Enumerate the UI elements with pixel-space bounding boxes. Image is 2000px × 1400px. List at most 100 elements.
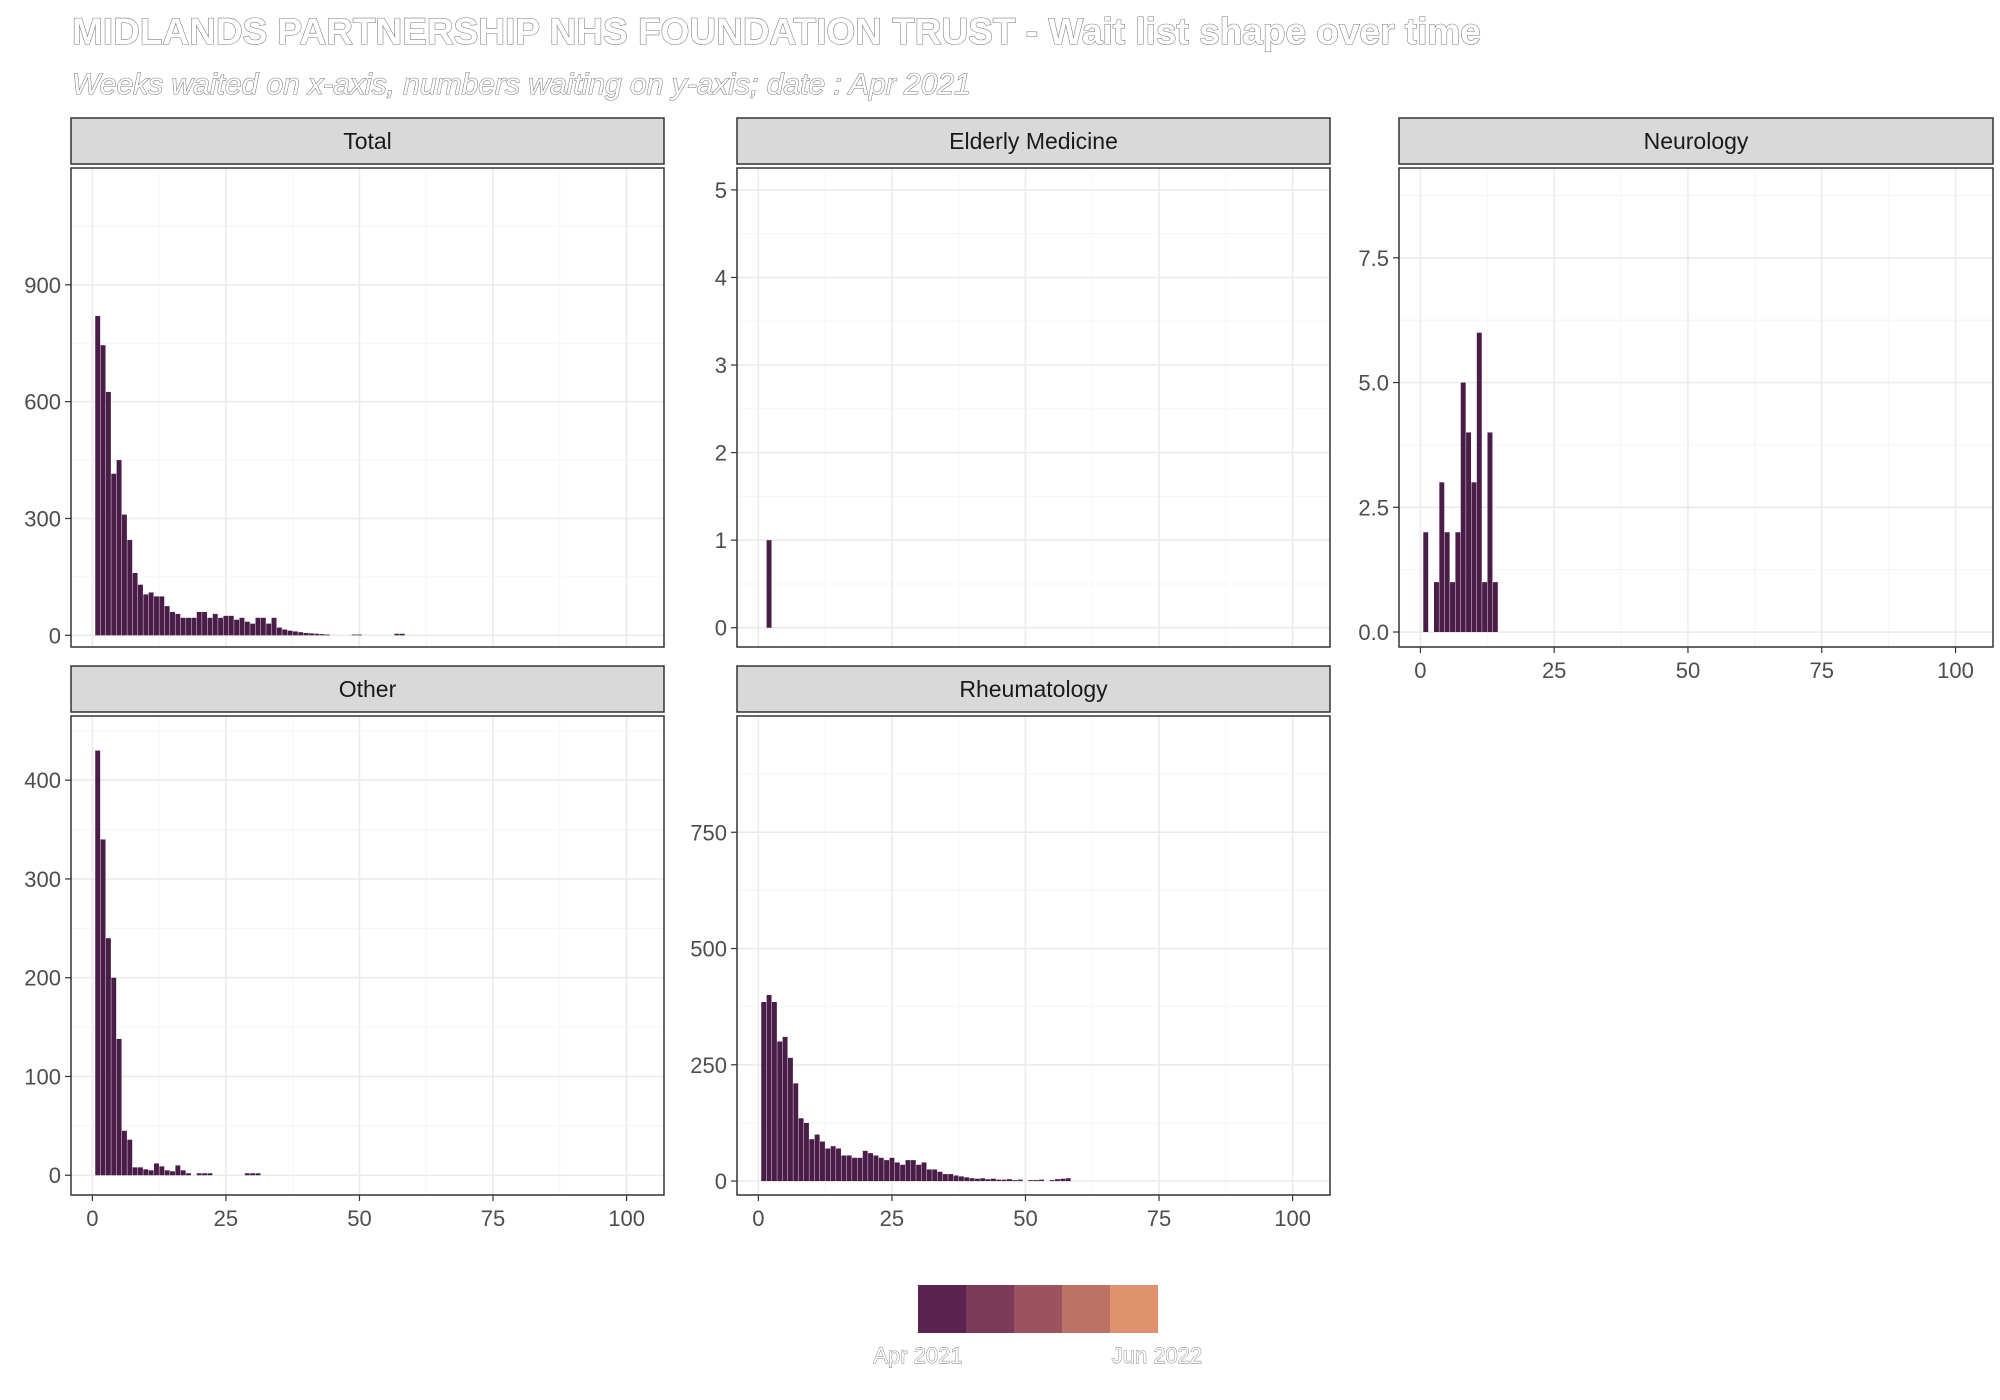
bar <box>298 632 304 636</box>
panel-border <box>70 167 665 648</box>
bar <box>932 1169 938 1182</box>
bar <box>868 1153 874 1182</box>
facet-panels: Total 0 300 600 900 Elderly Medicine 0 1 2 3 4 5 Neu… <box>24 117 1994 1231</box>
bar <box>234 619 240 636</box>
plot-area <box>71 168 664 647</box>
bar <box>287 630 293 636</box>
bar <box>980 1178 986 1182</box>
bar <box>276 627 282 636</box>
bar <box>1049 1180 1055 1182</box>
bar <box>95 315 101 636</box>
legend-swatch <box>918 1285 966 1333</box>
bar <box>985 1179 991 1182</box>
bar <box>111 977 117 1176</box>
bar <box>207 617 213 636</box>
bar <box>202 1173 208 1176</box>
bar <box>394 633 400 636</box>
x-tick-label: 75 <box>481 1206 505 1231</box>
bar <box>186 1173 191 1176</box>
plot-area <box>737 168 1330 647</box>
bar <box>990 1178 996 1182</box>
x-tick-label: 0 <box>86 1206 98 1231</box>
panel-neurology: Neurology 0.0 2.5 5.0 7.5 0 25 50 75 100 <box>1358 117 1994 683</box>
y-tick-label: 500 <box>690 937 727 962</box>
y-tick-label: 900 <box>24 273 61 298</box>
y-tick-label: 2 <box>715 441 727 466</box>
bar <box>244 621 250 636</box>
bar <box>1423 532 1429 633</box>
bar <box>1007 1179 1012 1182</box>
panel-total: Total 0 300 600 900 <box>24 117 665 648</box>
panel-title: Total <box>343 128 392 154</box>
bar <box>105 391 111 636</box>
bar <box>212 613 218 636</box>
bar <box>143 1169 149 1176</box>
bar <box>255 617 261 636</box>
bar <box>116 460 122 636</box>
legend-swatches <box>918 1285 1158 1333</box>
bar <box>202 611 208 636</box>
bar <box>1450 582 1455 633</box>
panel-title: Elderly Medicine <box>949 128 1118 154</box>
bar <box>191 617 197 636</box>
bar <box>132 573 138 636</box>
legend-swatch <box>966 1285 1014 1333</box>
x-tick-label: 100 <box>608 1206 645 1231</box>
panel-strip <box>736 117 1331 165</box>
x-tick-label: 25 <box>880 1206 904 1231</box>
legend-swatch <box>1014 1285 1062 1333</box>
bar <box>1466 432 1472 633</box>
y-tick-label: 250 <box>690 1053 727 1078</box>
panel-rheumatology: Rheumatology 0 250 500 750 0 25 50 75 100 <box>690 665 1331 1231</box>
bar <box>1055 1179 1060 1182</box>
bar <box>148 1170 154 1176</box>
y-tick-label: 3 <box>715 353 727 378</box>
panel-strip <box>70 665 665 713</box>
y-tick-label: 5.0 <box>1358 371 1389 396</box>
bar <box>100 345 106 636</box>
bar <box>170 611 175 636</box>
bar <box>271 617 277 636</box>
legend-swatch <box>1110 1285 1158 1333</box>
bar <box>175 1165 181 1176</box>
y-tick-label: 300 <box>24 506 61 531</box>
panel-strip <box>70 117 665 165</box>
bar <box>948 1174 954 1182</box>
plot-area <box>737 716 1330 1195</box>
bar <box>974 1178 980 1182</box>
bar <box>846 1155 852 1182</box>
bar <box>1017 1179 1023 1182</box>
bar <box>154 596 159 636</box>
bar <box>127 539 133 636</box>
bar <box>1471 482 1477 633</box>
bar <box>830 1146 836 1182</box>
y-tick-label: 0.0 <box>1358 620 1389 645</box>
bar <box>357 634 362 636</box>
y-tick-label: 2.5 <box>1358 495 1389 520</box>
y-tick-label: 100 <box>24 1064 61 1089</box>
y-tick-label: 1 <box>715 528 727 553</box>
bar <box>308 633 314 636</box>
bar <box>228 615 234 636</box>
bar <box>137 584 143 636</box>
legend-label-start: Apr 2021 <box>873 1343 962 1368</box>
x-tick-label: 50 <box>347 1206 371 1231</box>
bar <box>787 1057 793 1182</box>
bar <box>244 1173 250 1176</box>
bar <box>186 617 191 636</box>
panel-elderly-medicine: Elderly Medicine 0 1 2 3 4 5 <box>715 117 1331 648</box>
bar <box>814 1134 820 1182</box>
bar <box>250 623 256 636</box>
bar <box>1455 532 1461 633</box>
bar <box>255 1173 261 1176</box>
bar <box>314 633 320 636</box>
bar <box>803 1122 809 1182</box>
y-tick-label: 5 <box>715 178 727 203</box>
bar <box>889 1157 895 1182</box>
panel-title: Rheumatology <box>959 676 1108 702</box>
panel-title: Neurology <box>1644 128 1749 154</box>
y-tick-label: 300 <box>24 867 61 892</box>
bar <box>894 1162 900 1182</box>
chart-subtitle: Weeks waited on x-axis, numbers waiting … <box>72 68 971 101</box>
panel-strip <box>736 665 1331 713</box>
